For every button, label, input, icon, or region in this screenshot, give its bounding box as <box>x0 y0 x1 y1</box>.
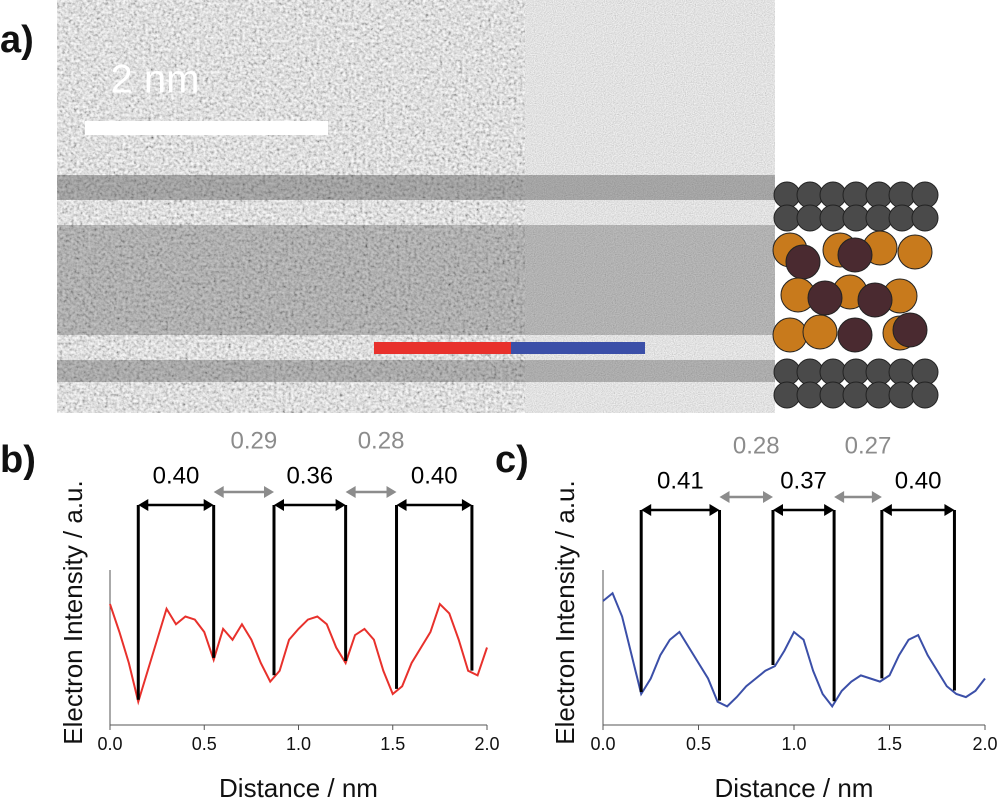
profile-line-blue <box>511 342 645 354</box>
carbon-atom <box>819 181 847 209</box>
arrowhead <box>834 491 845 503</box>
x-tick-label: 0.5 <box>686 734 711 754</box>
x-tick-label: 0.0 <box>97 734 122 754</box>
carbon-atom <box>911 381 939 409</box>
x-tick-label: 2.0 <box>972 734 997 754</box>
tem-image: 2 nm <box>57 0 775 413</box>
arrowhead <box>386 486 397 498</box>
arrowhead <box>345 486 356 498</box>
crystal-band <box>57 225 775 335</box>
atom-model <box>772 181 939 410</box>
distance-label: 0.40 <box>895 467 942 494</box>
distance-label: 0.36 <box>286 462 333 489</box>
arrowhead <box>335 499 346 511</box>
arrowhead <box>881 504 892 516</box>
arrowhead <box>719 491 730 503</box>
arrowhead <box>824 504 835 516</box>
arrowhead <box>263 486 274 498</box>
atom <box>807 280 843 316</box>
arrowhead <box>762 491 773 503</box>
carbon-atom <box>773 358 801 386</box>
wall-band <box>57 360 775 382</box>
x-axis-title: Distance / nm <box>715 773 874 803</box>
profile-line-red <box>374 342 511 354</box>
carbon-atom <box>888 358 916 386</box>
y-axis-title: Electron Intensity / a.u. <box>550 480 580 744</box>
carbon-atom <box>842 381 870 409</box>
distance-label: 0.28 <box>358 427 405 454</box>
arrowhead <box>709 504 720 516</box>
distance-label: 0.37 <box>780 467 827 494</box>
carbon-atom <box>773 381 801 409</box>
atom <box>897 234 933 270</box>
wall-band <box>57 175 775 200</box>
carbon-atom <box>819 358 847 386</box>
arrowhead <box>641 504 652 516</box>
distance-label: 0.40 <box>153 462 200 489</box>
arrowhead <box>213 486 224 498</box>
carbon-atom <box>911 204 939 232</box>
x-tick-label: 0.0 <box>590 734 615 754</box>
arrowhead <box>944 504 955 516</box>
carbon-atom <box>911 358 939 386</box>
carbon-atom <box>888 381 916 409</box>
panel-label: b) <box>0 439 36 481</box>
arrowhead <box>871 491 882 503</box>
carbon-atom <box>796 204 824 232</box>
carbon-atom <box>865 381 893 409</box>
carbon-atom <box>888 204 916 232</box>
atom <box>892 312 928 348</box>
y-axis-title: Electron Intensity / a.u. <box>58 480 88 744</box>
arrowhead <box>273 499 284 511</box>
distance-label: 0.41 <box>657 467 704 494</box>
x-tick-label: 1.0 <box>286 734 311 754</box>
distance-label: 0.28 <box>733 432 780 459</box>
carbon-atom <box>796 181 824 209</box>
carbon-atom <box>773 181 801 209</box>
carbon-atom <box>842 358 870 386</box>
x-tick-label: 1.5 <box>380 734 405 754</box>
carbon-atom <box>842 181 870 209</box>
atom <box>837 317 873 353</box>
panel-label: c) <box>495 439 529 481</box>
atom <box>837 237 873 273</box>
carbon-atom <box>796 358 824 386</box>
x-tick-label: 1.0 <box>781 734 806 754</box>
carbon-atom <box>842 204 870 232</box>
atom <box>802 314 838 350</box>
x-tick-label: 1.5 <box>877 734 902 754</box>
carbon-atom <box>773 204 801 232</box>
carbon-atom <box>865 358 893 386</box>
atom <box>785 244 821 280</box>
x-tick-label: 2.0 <box>474 734 499 754</box>
distance-label: 0.40 <box>411 462 458 489</box>
carbon-atom <box>865 181 893 209</box>
carbon-atom <box>888 181 916 209</box>
intensity-line <box>602 591 986 709</box>
arrowhead <box>772 504 783 516</box>
x-axis-title: Distance / nm <box>219 773 378 803</box>
panel-label: a) <box>0 19 34 61</box>
carbon-atom <box>819 204 847 232</box>
atom <box>772 317 808 353</box>
carbon-atom <box>911 181 939 209</box>
arrowhead <box>138 499 149 511</box>
carbon-atom <box>865 204 893 232</box>
distance-label: 0.29 <box>230 427 277 454</box>
atom <box>857 282 893 318</box>
arrowhead <box>461 499 472 511</box>
x-tick-label: 0.5 <box>192 734 217 754</box>
arrowhead <box>396 499 407 511</box>
scale-bar <box>85 121 328 135</box>
carbon-atom <box>819 381 847 409</box>
carbon-atom <box>796 381 824 409</box>
arrowhead <box>203 499 214 511</box>
intensity-line <box>109 602 488 706</box>
scale-label: 2 nm <box>111 58 200 102</box>
distance-label: 0.27 <box>845 432 892 459</box>
